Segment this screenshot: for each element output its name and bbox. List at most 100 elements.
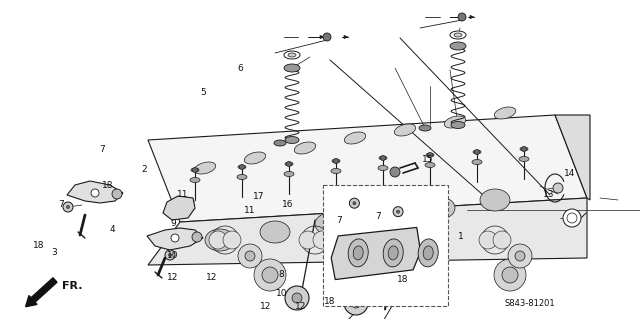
Circle shape — [287, 161, 291, 167]
Circle shape — [389, 231, 407, 249]
Ellipse shape — [444, 116, 466, 128]
Circle shape — [381, 155, 385, 160]
Ellipse shape — [383, 239, 403, 267]
Circle shape — [425, 251, 435, 261]
Polygon shape — [555, 115, 590, 200]
Circle shape — [328, 244, 352, 268]
Ellipse shape — [191, 168, 199, 172]
Circle shape — [285, 286, 309, 310]
Ellipse shape — [284, 51, 300, 59]
Circle shape — [418, 244, 442, 268]
Ellipse shape — [473, 150, 481, 154]
Text: 17: 17 — [253, 192, 265, 201]
Ellipse shape — [519, 157, 529, 161]
Text: 12: 12 — [167, 273, 179, 282]
Polygon shape — [148, 198, 587, 265]
Ellipse shape — [284, 172, 294, 176]
Ellipse shape — [451, 122, 465, 129]
Ellipse shape — [315, 213, 345, 235]
Circle shape — [335, 251, 345, 261]
Circle shape — [299, 231, 317, 249]
Circle shape — [522, 146, 527, 152]
Text: 9: 9 — [170, 219, 175, 228]
Circle shape — [479, 231, 497, 249]
Circle shape — [223, 231, 241, 249]
Circle shape — [567, 213, 577, 223]
Circle shape — [262, 267, 278, 283]
Text: 3: 3 — [52, 248, 57, 256]
Polygon shape — [461, 15, 465, 19]
Ellipse shape — [274, 140, 286, 146]
Polygon shape — [344, 35, 348, 39]
Ellipse shape — [450, 31, 466, 39]
Text: 6: 6 — [237, 64, 243, 73]
Text: 7: 7 — [375, 212, 380, 221]
Text: 2: 2 — [141, 165, 147, 174]
Text: 7: 7 — [58, 200, 63, 209]
Ellipse shape — [285, 162, 293, 166]
Ellipse shape — [418, 239, 438, 267]
Text: 8: 8 — [279, 270, 284, 279]
Text: 16: 16 — [282, 200, 294, 209]
Ellipse shape — [195, 162, 216, 174]
Circle shape — [393, 207, 403, 217]
Circle shape — [553, 183, 563, 193]
Ellipse shape — [425, 197, 455, 219]
Ellipse shape — [238, 165, 246, 169]
Circle shape — [192, 232, 202, 242]
Circle shape — [313, 231, 331, 249]
Text: 12: 12 — [205, 273, 217, 282]
Circle shape — [193, 167, 198, 173]
Circle shape — [563, 209, 581, 227]
Circle shape — [515, 251, 525, 261]
Polygon shape — [67, 181, 123, 203]
Circle shape — [209, 231, 227, 249]
Circle shape — [428, 152, 433, 158]
Ellipse shape — [454, 33, 462, 37]
Ellipse shape — [190, 177, 200, 182]
Text: 13: 13 — [543, 190, 555, 199]
Circle shape — [63, 202, 73, 212]
Circle shape — [254, 259, 286, 291]
Text: 5: 5 — [201, 88, 206, 97]
Ellipse shape — [494, 107, 516, 119]
Text: 15: 15 — [422, 155, 433, 164]
Ellipse shape — [472, 160, 482, 165]
Text: 18: 18 — [324, 297, 335, 306]
Circle shape — [351, 298, 361, 308]
Circle shape — [397, 210, 399, 213]
Text: 10: 10 — [276, 289, 287, 298]
Ellipse shape — [260, 221, 290, 243]
Circle shape — [502, 267, 518, 283]
Circle shape — [245, 251, 255, 261]
Circle shape — [171, 234, 179, 242]
Ellipse shape — [378, 166, 388, 170]
Ellipse shape — [353, 246, 364, 260]
Ellipse shape — [388, 246, 398, 260]
Circle shape — [382, 267, 398, 283]
Circle shape — [238, 244, 262, 268]
Circle shape — [374, 259, 406, 291]
Polygon shape — [470, 15, 474, 19]
Ellipse shape — [331, 168, 341, 174]
Circle shape — [349, 198, 360, 208]
Ellipse shape — [288, 53, 296, 57]
Text: FR.: FR. — [61, 281, 83, 291]
Text: 11: 11 — [177, 190, 188, 199]
Circle shape — [390, 167, 400, 177]
Text: 12: 12 — [260, 302, 271, 311]
Ellipse shape — [394, 124, 416, 136]
Circle shape — [353, 202, 356, 205]
Text: S843-81201: S843-81201 — [505, 300, 556, 308]
Polygon shape — [163, 196, 195, 220]
Ellipse shape — [284, 64, 300, 72]
Ellipse shape — [425, 162, 435, 167]
Circle shape — [403, 231, 421, 249]
Ellipse shape — [244, 152, 266, 164]
Bar — [323, 185, 448, 306]
Circle shape — [168, 254, 172, 256]
Circle shape — [292, 293, 302, 303]
Text: 18: 18 — [33, 241, 44, 250]
Ellipse shape — [480, 189, 510, 211]
Text: 4: 4 — [109, 225, 115, 234]
